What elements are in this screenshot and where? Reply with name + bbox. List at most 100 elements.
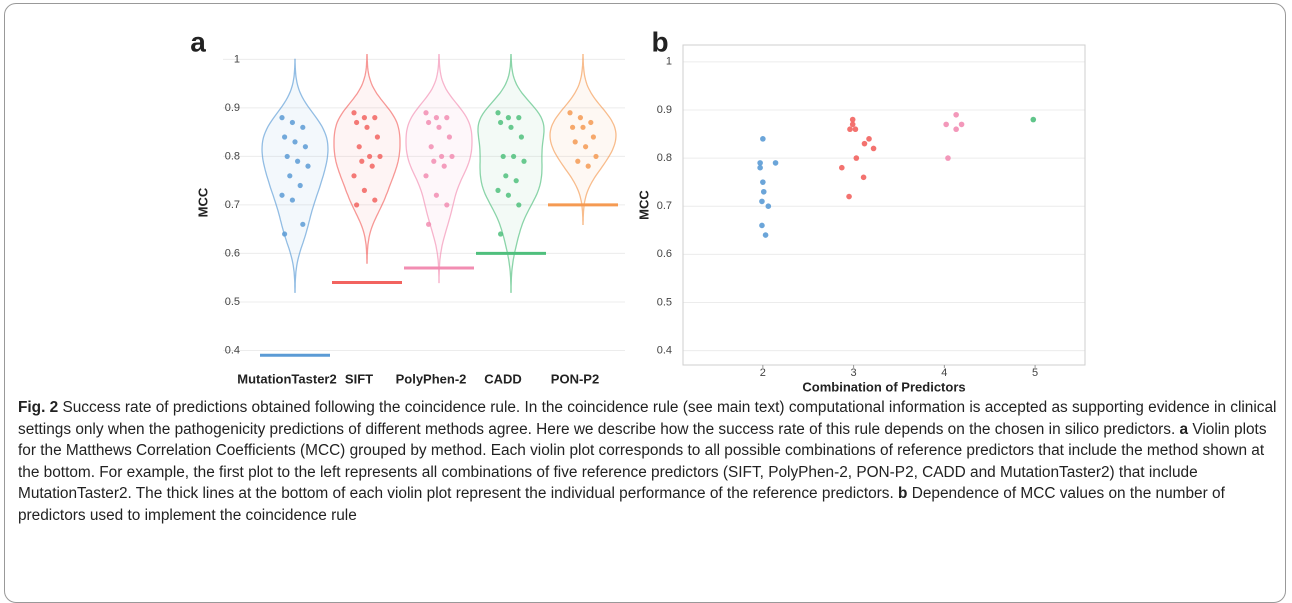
- plot-border: [682, 44, 1086, 366]
- point: [374, 134, 380, 140]
- point: [359, 158, 365, 164]
- violin: [549, 53, 617, 225]
- point: [279, 115, 285, 121]
- point: [444, 115, 450, 121]
- point: [508, 124, 514, 130]
- point: [426, 221, 432, 227]
- point: [757, 160, 763, 166]
- point: [505, 192, 511, 198]
- point: [567, 110, 573, 116]
- point: [580, 124, 586, 130]
- caption-text: Violin plots for the Matthews Correlatio…: [18, 420, 1267, 503]
- point: [495, 110, 501, 116]
- point: [759, 222, 765, 229]
- y-tick-label: 0.4: [657, 344, 672, 356]
- point: [377, 153, 383, 160]
- point: [302, 144, 308, 150]
- y-axis-title: MCC: [195, 187, 210, 217]
- point: [361, 187, 367, 193]
- y-tick-label: 0.9: [225, 102, 240, 114]
- point: [943, 121, 949, 128]
- x-tick-label: 3: [851, 367, 857, 379]
- point: [570, 124, 576, 130]
- point: [449, 153, 455, 160]
- point: [439, 153, 445, 160]
- point: [1030, 116, 1037, 123]
- point: [852, 126, 859, 133]
- point: [498, 231, 504, 237]
- y-axis-title: MCC: [636, 190, 651, 220]
- point: [516, 115, 522, 121]
- point: [495, 187, 501, 193]
- point: [760, 188, 767, 195]
- point: [372, 197, 378, 203]
- point: [282, 134, 288, 140]
- point: [503, 173, 509, 179]
- y-tick-label: 0.5: [657, 296, 672, 308]
- point: [762, 232, 769, 238]
- violin: [405, 53, 473, 284]
- y-tick-label: 0.6: [657, 248, 672, 260]
- point: [289, 197, 295, 203]
- y-tick-label: 1: [234, 53, 240, 65]
- point: [444, 202, 450, 208]
- point: [853, 155, 860, 161]
- point: [279, 192, 285, 198]
- point: [372, 115, 378, 121]
- point: [436, 124, 442, 130]
- point: [513, 178, 519, 184]
- x-tick-label: CADD: [484, 371, 522, 386]
- point: [849, 116, 856, 123]
- point: [521, 158, 527, 164]
- x-tick-label: PolyPhen-2: [396, 371, 467, 386]
- point: [849, 121, 856, 128]
- point: [577, 115, 584, 121]
- point: [953, 111, 959, 118]
- point: [593, 153, 599, 160]
- caption-text: Dependence of MCC values on the number o…: [18, 485, 1225, 524]
- point: [433, 115, 439, 121]
- x-tick-label: PON-P2: [551, 371, 599, 386]
- point: [354, 202, 360, 208]
- point: [583, 144, 589, 150]
- caption-label: Fig. 2: [18, 399, 59, 416]
- point: [958, 121, 965, 128]
- point: [839, 164, 845, 171]
- point: [356, 144, 362, 150]
- panel-label: a: [190, 26, 206, 57]
- point: [945, 155, 951, 161]
- y-tick-label: 0.8: [657, 152, 672, 164]
- point: [364, 124, 370, 130]
- x-tick-label: SIFT: [345, 371, 373, 386]
- point: [433, 192, 439, 198]
- point: [572, 139, 578, 145]
- point: [284, 153, 290, 160]
- point: [446, 134, 452, 140]
- x-tick-label: 2: [760, 367, 766, 379]
- y-tick-label: 0.8: [225, 150, 240, 162]
- point: [423, 110, 429, 116]
- point: [757, 164, 763, 171]
- caption-panel-label: b: [898, 485, 908, 503]
- point: [847, 126, 853, 133]
- point: [760, 136, 766, 142]
- point: [300, 221, 306, 227]
- point: [516, 202, 522, 208]
- y-tick-label: 0.6: [225, 247, 240, 259]
- point: [510, 153, 517, 160]
- point: [500, 153, 506, 160]
- point: [367, 153, 373, 160]
- point: [846, 193, 852, 200]
- point: [518, 134, 525, 140]
- point: [953, 126, 959, 133]
- point: [351, 110, 357, 116]
- point: [295, 158, 301, 164]
- point: [431, 158, 437, 164]
- y-tick-label: 0.4: [225, 344, 240, 356]
- point: [772, 160, 779, 166]
- point: [292, 139, 298, 145]
- y-tick-label: 0.7: [657, 200, 672, 212]
- point: [585, 163, 591, 169]
- point: [441, 163, 447, 169]
